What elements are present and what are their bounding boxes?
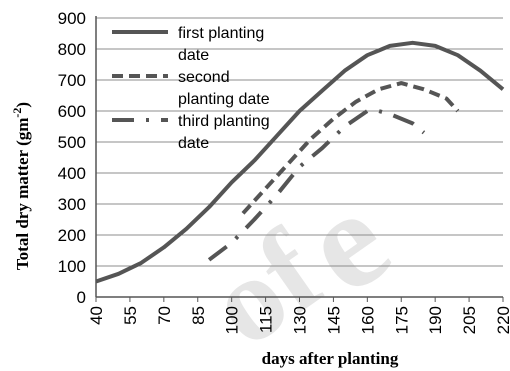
x-tick-label: 220 [494, 306, 510, 334]
legend-label-1: first planting [178, 25, 264, 42]
x-tick-label: 160 [358, 306, 377, 334]
y-tick-label: 500 [58, 133, 86, 152]
y-tick-label: 400 [58, 164, 86, 183]
legend-label-3: date [178, 135, 209, 152]
x-tick-label: 130 [291, 306, 310, 334]
y-tick-label: 200 [58, 226, 86, 245]
y-tick-label: 700 [58, 71, 86, 90]
y-axis-label-superscript: -2 [10, 108, 24, 118]
y-tick-label: 900 [58, 9, 86, 28]
y-axis-label-close: ) [13, 102, 32, 108]
legend: first planting date second planting date thi… [112, 25, 270, 152]
x-tick-label: 40 [87, 306, 106, 325]
x-tick-label: 115 [257, 306, 276, 333]
y-tick-label: 300 [58, 195, 86, 214]
y-tick-labels: 0 100 200 300 400 500 600 700 800 900 [58, 9, 86, 307]
x-tick-label: 205 [460, 306, 479, 334]
x-tick-labels: 40 55 70 85 100 115 130 145 160 175 190 205 220 [87, 306, 510, 334]
series-lines [95, 40, 505, 284]
x-axis-label: days after planting [262, 349, 399, 368]
y-tick-label: 800 [58, 40, 86, 59]
legend-label-2: second [178, 69, 230, 86]
y-tick-label: 600 [58, 102, 86, 121]
y-tick-label: 100 [58, 257, 86, 276]
y-axis-label: Total dry matter (gm-2) [10, 102, 32, 270]
x-tick-label: 100 [223, 306, 242, 334]
legend-label-3: third planting [178, 113, 270, 130]
y-tick-label: 0 [77, 288, 86, 307]
legend-label-2: planting date [178, 91, 270, 108]
x-tick-label: 70 [155, 306, 174, 325]
series-line-1 [95, 40, 505, 284]
legend-label-1: date [178, 47, 209, 64]
x-tick-label: 145 [324, 306, 343, 334]
x-tick-label: 175 [392, 306, 411, 334]
series-line-3 [207, 109, 426, 262]
x-tick-label: 85 [189, 306, 208, 325]
x-tick-label: 190 [426, 306, 445, 334]
axes [95, 16, 504, 302]
gridlines [96, 17, 503, 267]
series-line-2 [241, 81, 460, 215]
x-tick-label: 55 [121, 306, 140, 325]
y-axis-label-main: Total dry matter (gm [13, 118, 32, 271]
